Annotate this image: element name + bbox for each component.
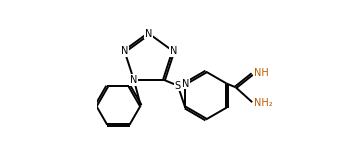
Text: NH₂: NH₂ [254, 98, 272, 108]
Text: N: N [169, 46, 177, 56]
Text: S: S [175, 81, 181, 91]
Text: N: N [145, 29, 153, 39]
Text: N: N [121, 46, 128, 56]
Text: NH: NH [254, 68, 269, 78]
Text: N: N [130, 75, 137, 85]
Text: N: N [182, 79, 189, 89]
